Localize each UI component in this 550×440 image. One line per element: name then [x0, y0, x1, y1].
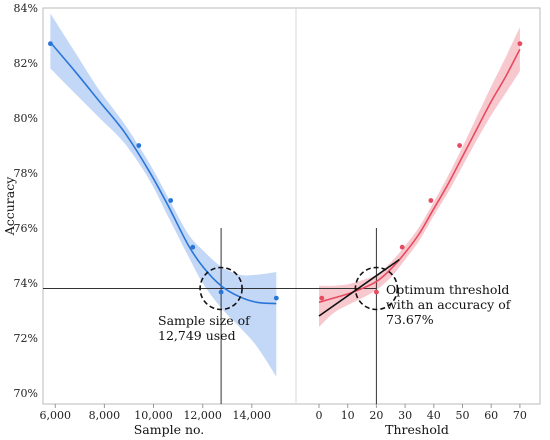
annotation-optimum-line-2: with an accuracy of: [386, 297, 512, 312]
y-tick-label: 78%: [14, 167, 38, 180]
x-tick-label: 0: [316, 409, 323, 422]
x-axis-title-sample: Sample no.: [134, 422, 205, 437]
data-point: [48, 41, 53, 47]
annotation-optimum-line-1: Optimum threshold: [386, 282, 509, 297]
y-tick-label: 72%: [14, 332, 38, 345]
x-tick-label: 70: [513, 409, 527, 422]
annotation-sample-size-line-1: Sample size of: [158, 313, 251, 328]
data-point: [517, 41, 523, 47]
highlight-circles: [199, 266, 399, 311]
data-point: [168, 198, 174, 203]
highlight-circle: [199, 266, 243, 311]
data-points: [48, 41, 523, 301]
annotation-optimum-line-3: 73.67%: [386, 312, 434, 327]
y-tick-label: 82%: [14, 57, 38, 70]
fit-curve: [318, 48, 521, 304]
data-point: [374, 289, 379, 295]
x-tick-label: 40: [427, 409, 441, 422]
data-point: [273, 295, 279, 301]
x-tick-label: 10: [341, 409, 355, 422]
data-point: [399, 244, 405, 250]
x-axis-ticks: 6,000 8,000 10,000 12,000 14,000 0 10 20 30 40 50 6…: [40, 404, 527, 422]
data-point: [319, 295, 325, 301]
x-tick-label: 30: [398, 409, 412, 422]
y-tick-label: 76%: [14, 222, 38, 235]
highlight-circle: [354, 266, 399, 311]
x-tick-label: 10,000: [134, 409, 173, 422]
data-point: [428, 198, 434, 203]
annotation-optimum-threshold: Optimum threshold with an accuracy of 73…: [386, 282, 514, 327]
annotation-sample-size: Sample size of 12,749 used: [158, 313, 254, 343]
x-tick-label: 6,000: [40, 409, 72, 422]
x-tick-label: 20: [369, 409, 383, 422]
x-tick-label: 12,000: [183, 409, 222, 422]
data-point: [136, 143, 142, 148]
y-tick-label: 70%: [14, 387, 38, 400]
x-axis-title-threshold: Threshold: [385, 422, 449, 437]
x-tick-label: 50: [456, 409, 470, 422]
confidence-bands: [50, 13, 520, 377]
fit-curve: [49, 41, 277, 305]
annotation-sample-size-line-2: 12,749 used: [158, 328, 236, 343]
x-tick-label: 14,000: [233, 409, 272, 422]
data-point: [457, 143, 462, 148]
reference-lines: [43, 228, 377, 404]
y-tick-label: 84%: [14, 2, 38, 15]
x-tick-label: 60: [484, 409, 498, 422]
data-point: [218, 289, 224, 295]
plot-frame: [42, 7, 541, 405]
y-axis-title: Accuracy: [2, 176, 17, 237]
data-point: [190, 244, 196, 250]
y-axis-ticks: 70% 72% 74% 76% 78% 80% 82% 84%: [14, 2, 38, 400]
x-tick-label: 8,000: [89, 409, 121, 422]
y-tick-label: 74%: [14, 277, 38, 290]
y-tick-label: 80%: [14, 112, 38, 125]
